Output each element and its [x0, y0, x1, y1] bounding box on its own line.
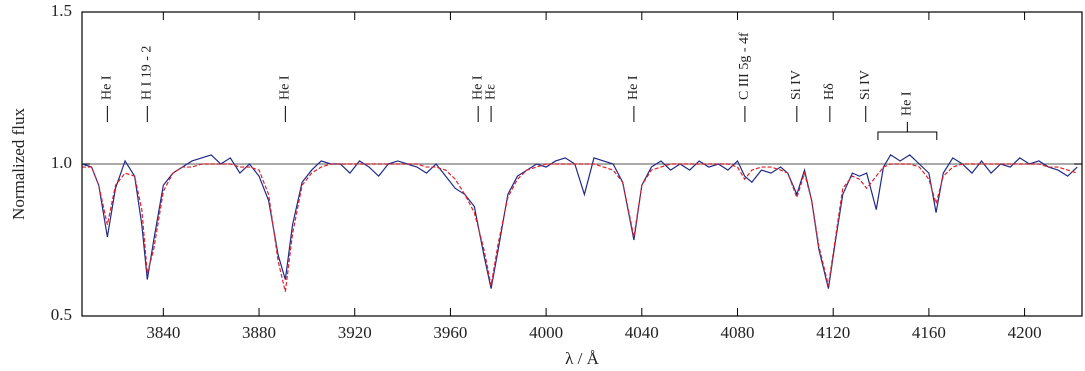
x-tick-label: 3920: [338, 323, 372, 342]
series-line: [81, 154, 1078, 289]
plot-frame: [81, 11, 1083, 317]
annotation-label: Si IV: [858, 70, 873, 100]
y-tick-label: 1.5: [51, 1, 72, 20]
annotation-label: Si IV: [789, 70, 804, 100]
annotation-label: Hδ: [822, 83, 837, 100]
x-tick-label: 4040: [625, 323, 659, 342]
annotation-label: He I: [626, 75, 641, 100]
y-axis-label: Normalized flux: [9, 108, 28, 220]
annotation-label: H I 19 - 2: [140, 46, 155, 100]
annotation-label: Hε: [483, 84, 498, 100]
x-tick-label: 4000: [529, 323, 563, 342]
x-tick-label: 3840: [146, 323, 180, 342]
x-tick-label: 3960: [433, 323, 467, 342]
x-tick-label: 4160: [912, 323, 946, 342]
annotation-label: He I: [100, 75, 115, 100]
annotation-bracket: [877, 122, 938, 140]
x-tick-label: 3880: [242, 323, 276, 342]
annotation-label: He I: [470, 75, 485, 100]
y-tick-label: 0.5: [51, 305, 72, 324]
y-tick-label: 1.0: [51, 153, 72, 172]
x-tick-label: 4080: [721, 323, 755, 342]
x-axis-label: λ / Å: [565, 349, 599, 368]
x-tick-label: 4120: [816, 323, 850, 342]
annotation-label: C III 5g - 4f: [737, 32, 752, 100]
annotation-label: He I: [278, 75, 293, 100]
x-tick-label: 4200: [1008, 323, 1042, 342]
annotation-label: He I: [900, 91, 915, 116]
series-line: [82, 163, 1078, 292]
